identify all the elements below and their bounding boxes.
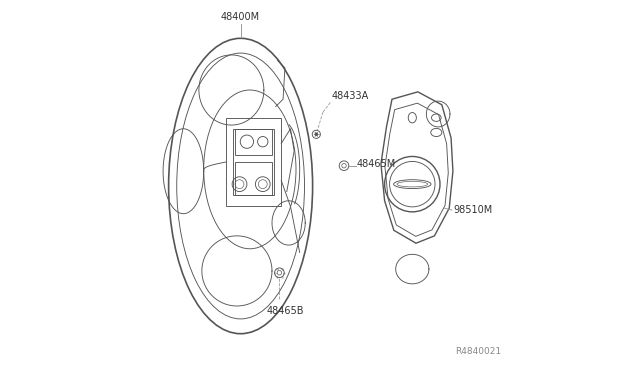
- Text: 48465M: 48465M: [357, 159, 396, 169]
- Text: 48465B: 48465B: [266, 306, 303, 316]
- Text: 48433A: 48433A: [331, 91, 369, 101]
- Text: 48400M: 48400M: [221, 12, 260, 22]
- Bar: [235, 162, 272, 195]
- Text: 98510M: 98510M: [453, 205, 492, 215]
- Bar: [235, 129, 272, 155]
- Circle shape: [315, 133, 318, 136]
- Text: R4840021: R4840021: [455, 347, 501, 356]
